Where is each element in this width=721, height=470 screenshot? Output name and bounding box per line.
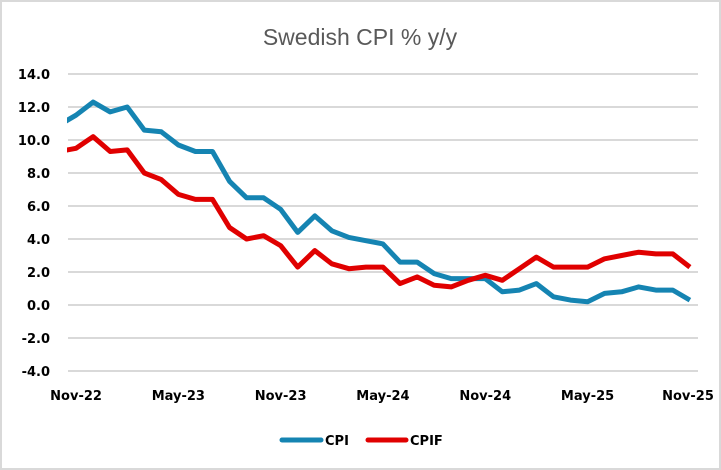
x-axis-ticks: Nov-22 May-23 Nov-23 May-24 Nov-24 May-25 Nov-… <box>50 389 714 404</box>
y-axis-ticks: 14.0 12.0 10.0 8.0 6.0 4.0 2.0 0.0 -2.0 -4.0 <box>18 68 50 380</box>
x-tick-label: May-25 <box>561 389 614 404</box>
legend: CPI CPIF <box>279 434 443 449</box>
gridlines <box>68 73 698 372</box>
y-tick-label: 14.0 <box>18 68 50 83</box>
chart-title: Swedish CPI % y/y <box>263 24 458 50</box>
x-tick-label: May-23 <box>152 389 205 404</box>
y-tick-label: -2.0 <box>22 332 50 347</box>
legend-label-cpif: CPIF <box>410 434 443 449</box>
y-tick-label: 2.0 <box>27 266 50 281</box>
x-tick-label: Nov-24 <box>459 389 511 404</box>
series-line-cpif <box>67 134 692 290</box>
x-tick-label: Nov-22 <box>50 389 102 404</box>
y-tick-label: 0.0 <box>27 299 50 314</box>
y-tick-label: 8.0 <box>27 167 50 182</box>
y-tick-label: 4.0 <box>27 233 50 248</box>
y-tick-label: -4.0 <box>22 365 50 380</box>
y-tick-label: 10.0 <box>18 134 50 149</box>
legend-label-cpi: CPI <box>325 434 349 449</box>
series-line-cpi <box>67 99 692 305</box>
x-tick-label: May-24 <box>356 389 409 404</box>
x-tick-label: Nov-23 <box>255 389 307 404</box>
x-tick-label: Nov-25 <box>662 389 714 404</box>
series-layer <box>67 99 692 305</box>
y-tick-label: 12.0 <box>18 101 50 116</box>
y-tick-label: 6.0 <box>27 200 50 215</box>
